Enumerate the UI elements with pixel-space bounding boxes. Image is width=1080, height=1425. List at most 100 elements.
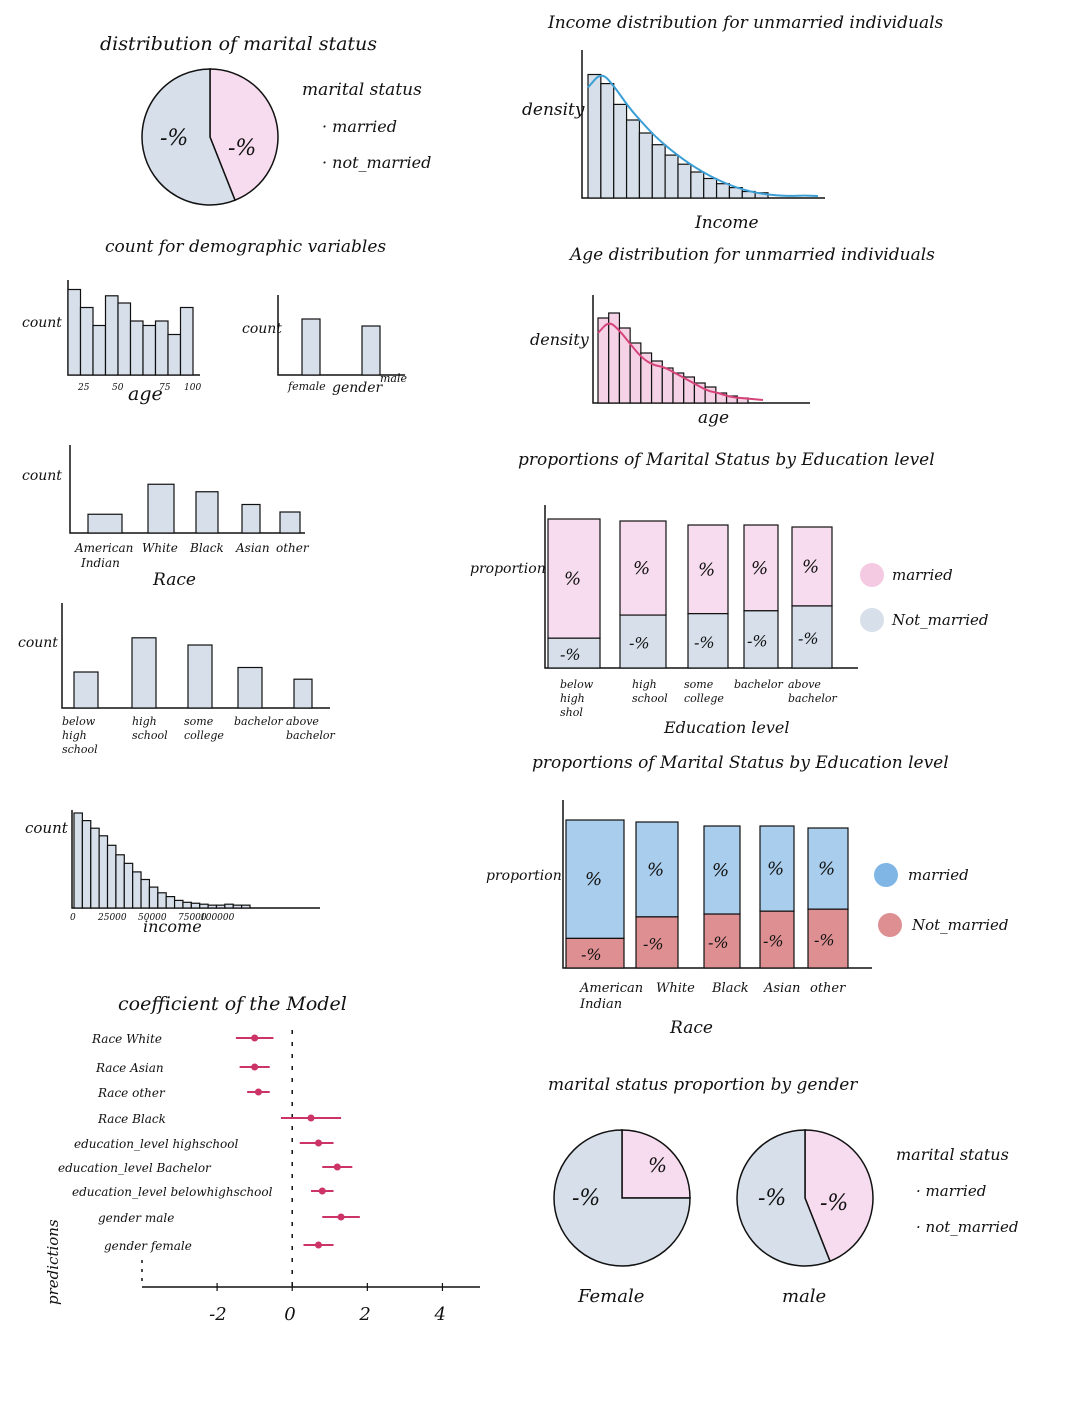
coef-term-label: Race other	[97, 1086, 166, 1100]
income-dist-bar	[638, 132, 653, 199]
edu-prop-ylabel: proportion	[470, 561, 546, 577]
age-count-tick-label: 100	[184, 383, 201, 393]
pie1-slice-not_married	[141, 68, 237, 206]
race-count-ylabel: count	[22, 468, 62, 484]
pie1-legend-title: marital status	[302, 80, 422, 100]
race-count-tick-label: Asian	[235, 541, 270, 555]
coef-point	[318, 1187, 326, 1195]
gender-pie-male-slice-not_married	[736, 1129, 832, 1267]
edu-prop-bar-married	[743, 524, 779, 612]
race-prop-bar-married-label: %	[585, 869, 602, 890]
income-count-tick-label: 0	[70, 913, 76, 923]
income-count-bar	[148, 886, 159, 909]
coef-point	[307, 1114, 315, 1122]
edu-prop-legend-married: married	[892, 566, 953, 584]
coef-point	[251, 1034, 259, 1042]
income-dist-bar	[715, 183, 731, 199]
age-dist-title: Age distribution for unmarried individua…	[568, 245, 935, 265]
male-married-label: -%	[820, 1191, 848, 1216]
edu-prop-bar-married-label: %	[802, 556, 819, 577]
income-count-tick-label: 75000	[178, 913, 207, 923]
gender-pies-chart: % -% -% -%	[553, 1129, 874, 1267]
coef-x-tick-label: 0	[284, 1304, 295, 1325]
pie1-label-left: -%	[160, 126, 188, 151]
race-count-bar	[241, 503, 261, 534]
coef-title: coefficient of the Model	[118, 993, 347, 1015]
female-label: Female	[577, 1286, 644, 1307]
male-not-married-label: -%	[758, 1186, 786, 1211]
gender-count-panel: count gender female male	[242, 295, 408, 396]
pie1-label-right: -%	[228, 136, 256, 161]
age-count-bar	[142, 324, 157, 376]
female-not-married-label: -%	[572, 1186, 600, 1211]
race-prop-bar-not-married-label: -%	[708, 933, 729, 952]
race-prop-title: proportions of Marital Status by Educati…	[532, 753, 949, 773]
edu-count-ylabel: count	[18, 635, 58, 651]
edu-prop-tick-label: bachelor	[788, 692, 837, 705]
income-dist-bar	[690, 171, 705, 199]
income-count-tick-label: 100000	[200, 913, 235, 923]
coef-point	[337, 1213, 345, 1221]
race-count-bar	[87, 513, 123, 534]
edu-prop-bar-married	[547, 518, 601, 639]
income-dist-xlabel: Income	[694, 213, 759, 233]
edu-prop-tick-label: high	[632, 678, 657, 691]
edu-count-bar	[131, 637, 157, 709]
coef-point	[315, 1139, 323, 1147]
income-count-bar	[232, 904, 243, 909]
income-count-bar	[132, 871, 142, 909]
race-prop-legend-married-swatch	[874, 863, 898, 887]
race-prop-xlabel: Race	[669, 1018, 713, 1038]
income-count-bar	[241, 904, 251, 909]
age-count-chart: 25 50 75 100	[67, 280, 201, 393]
edu-count-tick-label: high	[132, 715, 157, 728]
coef-point	[251, 1063, 259, 1071]
income-count-bar	[140, 878, 151, 909]
coef-x-tick-label: 4	[433, 1304, 445, 1325]
age-count-bar	[117, 302, 132, 376]
edu-prop-tick-label: bachelor	[734, 678, 783, 691]
gender-legend-married: · married	[916, 1182, 986, 1200]
income-count-bar	[115, 854, 125, 909]
race-prop-bar-not-married	[635, 916, 679, 969]
income-count-bar	[98, 835, 109, 909]
edu-prop-bar-married-label: %	[564, 569, 581, 590]
gender-pie-male-slice-married	[804, 1129, 874, 1263]
race-prop-bar-married-label: %	[818, 859, 835, 880]
coef-point	[315, 1241, 323, 1249]
race-count-bar	[195, 491, 219, 534]
income-dist-panel: Income distribution for unmarried indivi…	[522, 13, 944, 233]
coef-term-label: education_level Bachelor	[58, 1161, 212, 1175]
age-dist-ylabel: density	[530, 330, 590, 349]
edu-count-bar	[293, 678, 313, 709]
income-dist-density-line	[587, 74, 819, 198]
income-count-bar	[182, 901, 192, 909]
edu-prop-bar-not-married-label: -%	[798, 629, 819, 648]
race-prop-tick-label: Black	[711, 981, 749, 996]
edu-prop-legend-married-swatch	[860, 563, 884, 587]
race-prop-bar-not-married-label: -%	[581, 945, 602, 964]
race-count-tick-label: Black	[189, 541, 224, 555]
income-dist-bar	[703, 177, 718, 199]
edu-count-panel: count belowhighschoolhighschoolsomecolle…	[18, 603, 335, 756]
edu-count-tick-label: bachelor	[234, 715, 283, 728]
race-count-axes	[69, 445, 305, 534]
coef-ylabel: predictions	[44, 1219, 62, 1305]
income-dist-bar	[600, 82, 615, 199]
coef-term-label: education_level belowhighschool	[72, 1185, 273, 1199]
edu-count-tick-label: high	[62, 729, 87, 742]
income-count-bar	[207, 904, 218, 909]
edu-prop-title: proportions of Marital Status by Educati…	[518, 450, 935, 470]
gender-count-xlabel: gender	[332, 380, 384, 396]
coef-x-tick-label: 2	[358, 1304, 370, 1325]
income-count-tick-label: 25000	[97, 913, 127, 923]
coef-chart: -2 0 2 4 Race White Race Asian Race other Race …	[58, 1030, 480, 1325]
race-prop-legend-not-married-swatch	[878, 913, 902, 937]
edu-prop-bar-not-married-label: -%	[560, 645, 581, 664]
race-prop-bar-not-married-label: -%	[643, 934, 664, 953]
race-prop-bar-not-married-label: -%	[763, 932, 784, 951]
income-dist-bar	[613, 103, 628, 199]
income-count-bar	[199, 903, 209, 909]
